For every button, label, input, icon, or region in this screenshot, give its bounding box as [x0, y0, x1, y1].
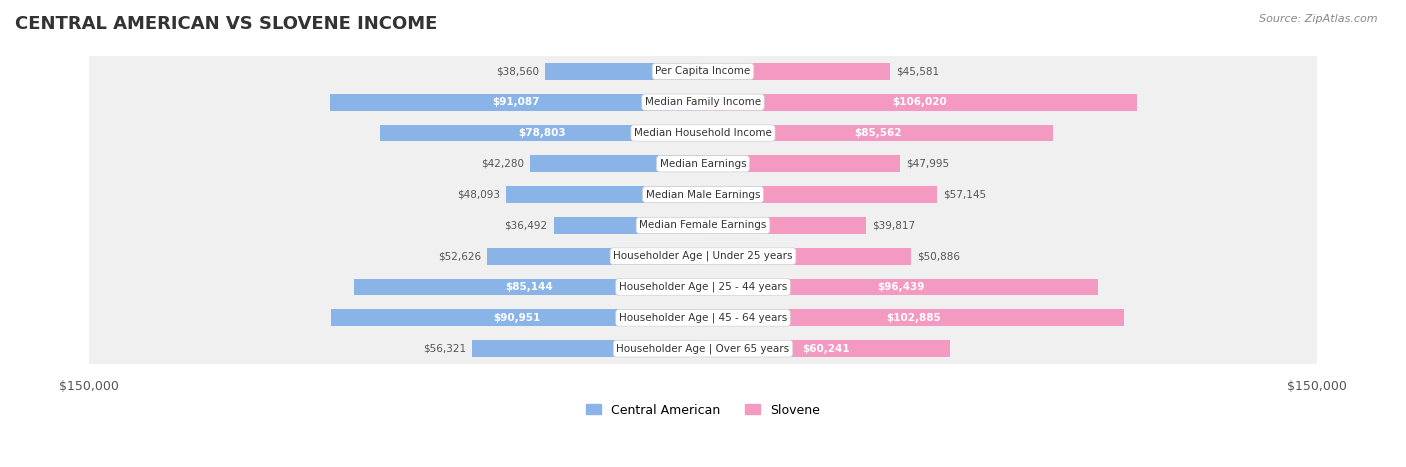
Text: $38,560: $38,560	[496, 66, 538, 77]
Bar	[530, 156, 703, 172]
Text: $42,280: $42,280	[481, 159, 523, 169]
Bar	[703, 156, 900, 172]
Text: $52,626: $52,626	[439, 251, 481, 261]
Bar	[89, 302, 1317, 333]
Bar	[89, 148, 1317, 179]
Text: $78,803: $78,803	[517, 128, 565, 138]
Bar	[89, 86, 1317, 118]
Bar	[703, 278, 1098, 296]
Bar	[89, 241, 1317, 272]
Text: Per Capita Income: Per Capita Income	[655, 66, 751, 77]
Text: $45,581: $45,581	[896, 66, 939, 77]
Text: Median Household Income: Median Household Income	[634, 128, 772, 138]
Bar	[89, 179, 1317, 210]
Bar	[380, 125, 703, 142]
Text: $90,951: $90,951	[494, 313, 540, 323]
Bar	[703, 248, 911, 265]
Text: $91,087: $91,087	[492, 97, 540, 107]
Text: Householder Age | 25 - 44 years: Householder Age | 25 - 44 years	[619, 282, 787, 292]
Bar	[330, 94, 703, 111]
Text: Householder Age | Under 25 years: Householder Age | Under 25 years	[613, 251, 793, 262]
Text: $50,886: $50,886	[918, 251, 960, 261]
Text: Median Family Income: Median Family Income	[645, 97, 761, 107]
Bar	[89, 271, 1317, 303]
Text: $102,885: $102,885	[886, 313, 941, 323]
Bar	[89, 333, 1317, 364]
Text: Median Female Earnings: Median Female Earnings	[640, 220, 766, 230]
Bar	[703, 309, 1125, 326]
Bar	[703, 340, 949, 357]
Text: $96,439: $96,439	[877, 282, 924, 292]
Bar	[703, 186, 936, 203]
Text: $39,817: $39,817	[872, 220, 915, 230]
Bar	[472, 340, 703, 357]
Text: $60,241: $60,241	[803, 344, 851, 354]
Text: $57,145: $57,145	[943, 190, 986, 199]
Bar	[89, 56, 1317, 87]
Bar	[703, 94, 1137, 111]
Text: $56,321: $56,321	[423, 344, 467, 354]
Bar	[354, 278, 703, 296]
Bar	[703, 217, 866, 234]
Text: Source: ZipAtlas.com: Source: ZipAtlas.com	[1260, 14, 1378, 24]
Text: $85,562: $85,562	[855, 128, 901, 138]
Text: Householder Age | Over 65 years: Householder Age | Over 65 years	[616, 343, 790, 354]
Bar	[330, 309, 703, 326]
Text: Householder Age | 45 - 64 years: Householder Age | 45 - 64 years	[619, 312, 787, 323]
Bar	[546, 63, 703, 80]
Bar	[89, 117, 1317, 149]
Text: $48,093: $48,093	[457, 190, 501, 199]
Text: CENTRAL AMERICAN VS SLOVENE INCOME: CENTRAL AMERICAN VS SLOVENE INCOME	[15, 15, 437, 33]
Bar	[703, 125, 1053, 142]
Text: $106,020: $106,020	[893, 97, 948, 107]
Text: $36,492: $36,492	[505, 220, 547, 230]
Text: Median Earnings: Median Earnings	[659, 159, 747, 169]
Text: $85,144: $85,144	[505, 282, 553, 292]
Bar	[488, 248, 703, 265]
Bar	[703, 63, 890, 80]
Text: $47,995: $47,995	[905, 159, 949, 169]
Bar	[89, 210, 1317, 241]
Text: Median Male Earnings: Median Male Earnings	[645, 190, 761, 199]
Legend: Central American, Slovene: Central American, Slovene	[581, 399, 825, 422]
Bar	[554, 217, 703, 234]
Bar	[506, 186, 703, 203]
